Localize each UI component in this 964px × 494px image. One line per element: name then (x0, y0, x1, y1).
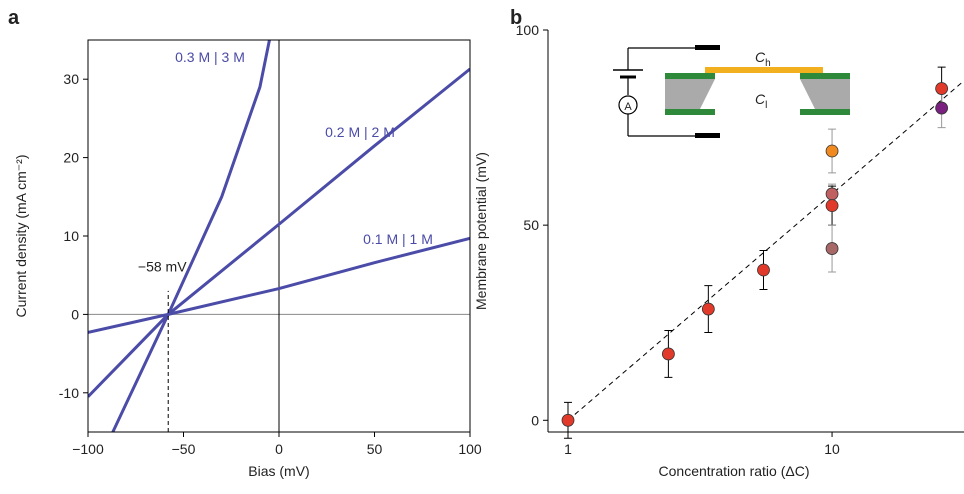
data-point (701, 302, 715, 316)
x-axis-label: Bias (mV) (248, 463, 309, 479)
series-label: 0.3 M | 3 M (175, 49, 245, 65)
data-point (825, 144, 839, 158)
data-point (757, 263, 770, 277)
y-axis-label: Current density (mA cm⁻²) (13, 155, 29, 318)
y-tick-label: 30 (63, 71, 79, 87)
data-point (935, 101, 949, 115)
inset-label: Cl (755, 91, 767, 111)
symbol: C (755, 49, 766, 65)
y-tick-label: 50 (523, 217, 539, 233)
x-tick-label: −50 (172, 441, 196, 457)
data-point (661, 347, 675, 361)
y-tick-label: -10 (59, 385, 79, 401)
x-tick-label: 100 (458, 441, 482, 457)
data-line (88, 236, 470, 334)
series-group (88, 40, 470, 432)
panel-letter: a (8, 7, 20, 29)
x-tick-label: 10 (824, 441, 840, 457)
x-tick-label: 0 (275, 441, 283, 457)
data-line (88, 67, 470, 398)
annotation: −58 mV (138, 258, 187, 274)
inset-label: Ch (755, 49, 771, 69)
subscript: l (765, 100, 767, 111)
x-axis-label: Concentration ratio (ΔC) (659, 463, 810, 479)
data-point (825, 199, 839, 213)
data-line (111, 40, 271, 432)
y-tick-label: 10 (63, 228, 79, 244)
data-point (561, 413, 575, 427)
x-tick-label: 50 (367, 441, 383, 457)
symbol: C (755, 91, 766, 107)
subscript: h (765, 58, 771, 69)
y-tick-label: 0 (531, 412, 539, 428)
y-tick-label: 100 (516, 22, 540, 38)
data-point (825, 187, 839, 201)
series-label: 0.1 M | 1 M (363, 231, 433, 247)
data-point (825, 242, 839, 255)
meter-label: A (624, 101, 632, 113)
y-tick-label: 20 (63, 150, 79, 166)
x-tick-label: −100 (72, 441, 104, 457)
series-label: 0.2 M | 2 M (325, 124, 395, 140)
fit-line (567, 80, 964, 421)
x-tick-label: 1 (564, 441, 572, 457)
y-axis-label: Membrane potential (mV) (473, 152, 489, 310)
inset-schematic: A Ch Cl (613, 45, 850, 138)
y-tick-label: 0 (71, 306, 79, 322)
panel-letter: b (510, 7, 522, 29)
data-point (935, 82, 949, 95)
